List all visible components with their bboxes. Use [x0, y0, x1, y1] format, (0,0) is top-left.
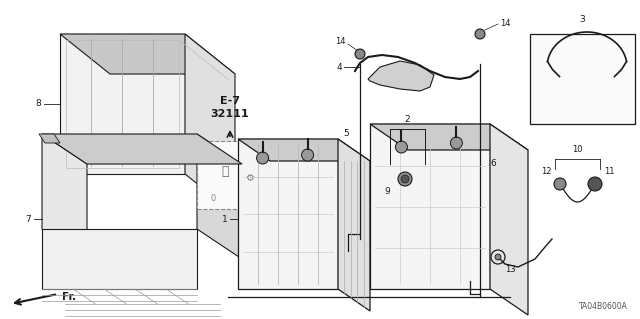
- Circle shape: [495, 254, 501, 260]
- Text: 14: 14: [335, 36, 345, 46]
- Bar: [197, 141, 277, 209]
- Text: Fr.: Fr.: [62, 292, 76, 302]
- Bar: [530, 34, 635, 124]
- Polygon shape: [490, 124, 528, 315]
- Text: 2: 2: [404, 115, 410, 123]
- Polygon shape: [370, 124, 528, 150]
- Text: 0: 0: [211, 194, 216, 203]
- Circle shape: [398, 172, 412, 186]
- Polygon shape: [39, 134, 60, 143]
- Polygon shape: [185, 34, 235, 214]
- Text: 6: 6: [490, 160, 496, 168]
- Text: 4: 4: [337, 63, 342, 71]
- Text: 9: 9: [384, 187, 390, 196]
- Text: 10: 10: [572, 145, 582, 153]
- Polygon shape: [60, 34, 235, 74]
- Text: 1: 1: [222, 214, 228, 224]
- Text: 11: 11: [604, 167, 614, 175]
- Circle shape: [554, 178, 566, 190]
- Polygon shape: [60, 34, 185, 174]
- Text: 3: 3: [579, 15, 585, 24]
- Text: TA04B0600A: TA04B0600A: [579, 302, 628, 311]
- Polygon shape: [42, 134, 242, 164]
- Circle shape: [475, 29, 485, 39]
- Text: 32111: 32111: [211, 109, 250, 119]
- Circle shape: [355, 49, 365, 59]
- Text: 7: 7: [25, 214, 31, 224]
- Text: ⚙: ⚙: [244, 174, 253, 183]
- Circle shape: [588, 177, 602, 191]
- Circle shape: [301, 149, 314, 161]
- Text: 8: 8: [35, 100, 41, 108]
- Polygon shape: [238, 139, 370, 161]
- Circle shape: [257, 152, 269, 164]
- Text: 14: 14: [500, 19, 511, 27]
- Polygon shape: [338, 139, 370, 311]
- Polygon shape: [42, 229, 197, 289]
- Polygon shape: [42, 134, 87, 259]
- Polygon shape: [368, 61, 434, 91]
- Polygon shape: [197, 134, 242, 259]
- Text: 🔧: 🔧: [221, 165, 228, 178]
- Text: E-7: E-7: [220, 96, 240, 106]
- Polygon shape: [238, 139, 338, 289]
- Text: 5: 5: [343, 130, 349, 138]
- Polygon shape: [370, 124, 490, 289]
- Circle shape: [401, 175, 409, 183]
- Text: 13: 13: [505, 264, 516, 273]
- Circle shape: [396, 141, 408, 153]
- Text: 12: 12: [541, 167, 552, 175]
- Circle shape: [451, 137, 462, 149]
